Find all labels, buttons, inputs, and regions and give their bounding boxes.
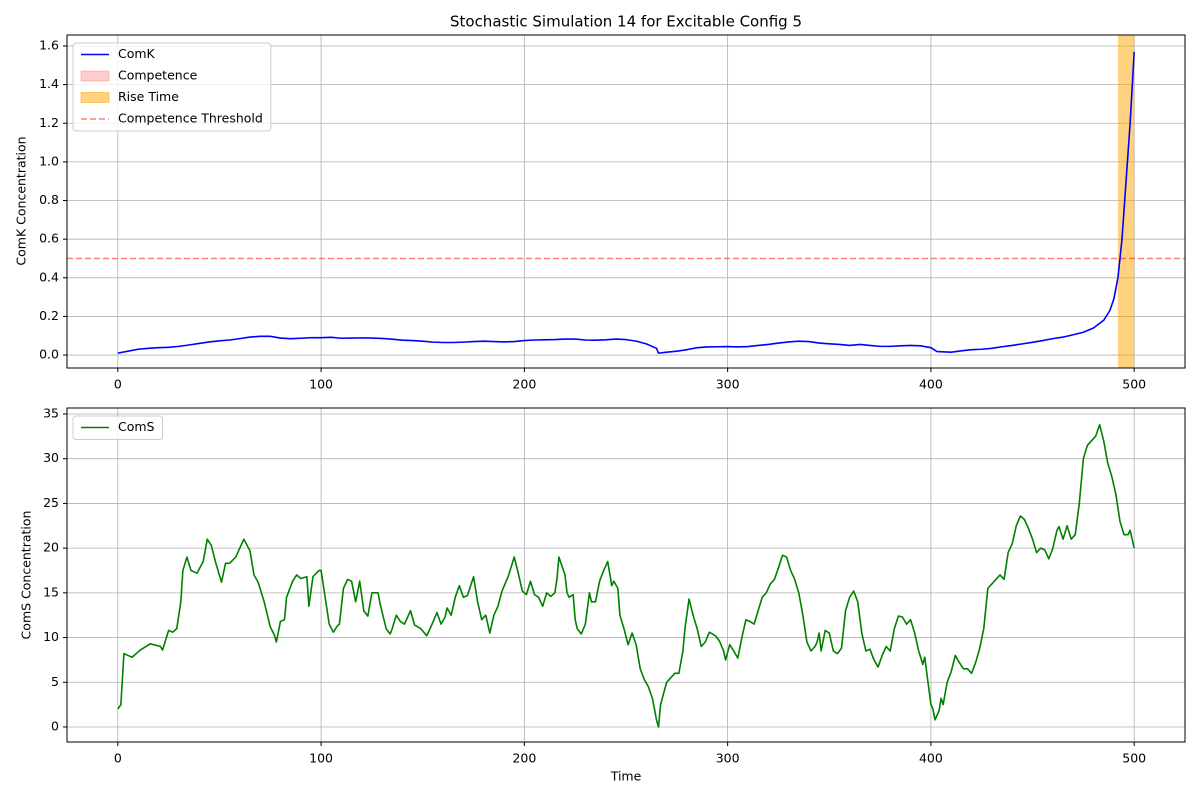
y-tick-label: 0.0 — [39, 347, 59, 362]
x-tick-label: 100 — [309, 377, 333, 392]
legend-swatch — [80, 92, 110, 103]
axes-frame — [66, 407, 1186, 743]
legend: ComK Competence Rise Time Competence Thresh… — [72, 42, 272, 132]
axes-frame — [66, 34, 1186, 369]
legend-box — [72, 415, 163, 440]
x-tick-label: 300 — [716, 377, 740, 392]
x-tick-label: 0 — [114, 377, 122, 392]
x-tick-label: 500 — [1122, 751, 1146, 766]
y-tick-label: 10 — [43, 629, 59, 644]
y-tick-label: 5 — [51, 674, 59, 689]
x-tick-label: 400 — [919, 751, 943, 766]
y-tick-label: 0 — [51, 718, 59, 733]
legend: ComS — [72, 415, 163, 440]
x-tick-label: 100 — [309, 751, 333, 766]
y-tick-label: 1.4 — [39, 76, 59, 91]
y-axis-label: ComK Concentration — [14, 136, 29, 265]
y-tick-label: 0.6 — [39, 231, 59, 246]
chart-title: Stochastic Simulation 14 for Excitable C… — [450, 13, 802, 31]
legend-label: Competence — [118, 68, 198, 83]
x-axis-label: Time — [610, 769, 642, 784]
data-line — [117, 51, 1135, 354]
y-tick-label: 30 — [43, 450, 59, 465]
legend-label: Competence Threshold — [118, 111, 263, 126]
y-tick-label: 0.2 — [39, 308, 59, 323]
x-tick-label: 500 — [1122, 377, 1146, 392]
y-tick-label: 1.0 — [39, 153, 59, 168]
x-tick-label: 400 — [919, 377, 943, 392]
legend-label: ComK — [118, 46, 156, 61]
y-tick-label: 1.6 — [39, 38, 59, 53]
y-tick-label: 0.8 — [39, 192, 59, 207]
x-tick-label: 200 — [512, 751, 536, 766]
y-tick-label: 1.2 — [39, 115, 59, 130]
data-line — [117, 423, 1135, 728]
legend-swatch — [80, 70, 110, 82]
x-tick-label: 200 — [512, 377, 536, 392]
y-tick-label: 0.4 — [39, 269, 59, 284]
legend-label: ComS — [118, 419, 155, 434]
legend-label: Rise Time — [118, 89, 179, 104]
x-tick-label: 0 — [114, 751, 122, 766]
y-tick-label: 15 — [43, 584, 59, 599]
legend-box — [72, 42, 272, 132]
x-tick-label: 300 — [716, 751, 740, 766]
y-tick-label: 25 — [43, 495, 59, 510]
y-axis-label: ComS Concentration — [19, 511, 34, 640]
y-tick-label: 20 — [43, 540, 59, 555]
y-tick-label: 35 — [43, 405, 59, 420]
